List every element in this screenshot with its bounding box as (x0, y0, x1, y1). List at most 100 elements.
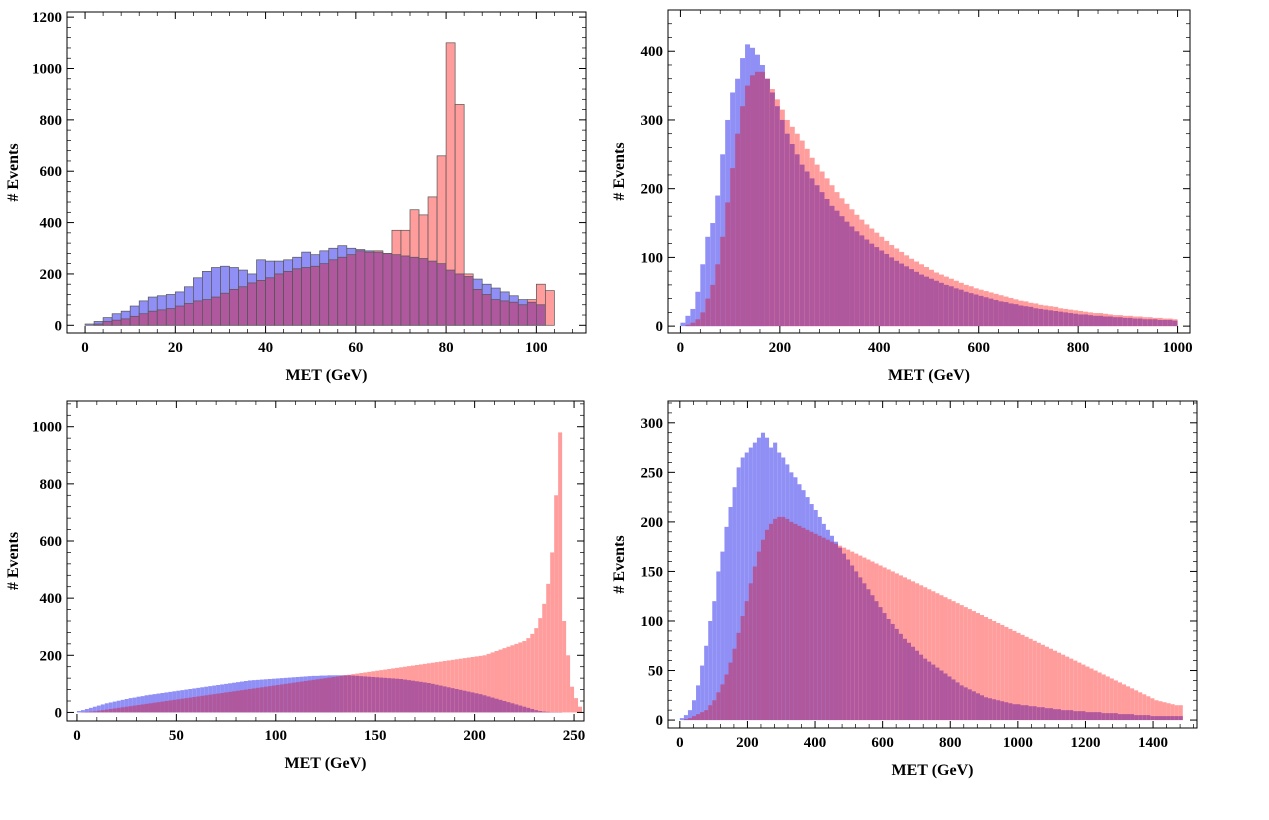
bar-overlap (725, 202, 731, 327)
bar-overlap (1023, 306, 1029, 327)
bar-red (959, 605, 964, 721)
bar-overlap (1020, 705, 1025, 721)
bar-red (1126, 686, 1131, 721)
bar-overlap (1103, 316, 1108, 327)
bar-overlap (687, 718, 692, 721)
bar-overlap (1126, 714, 1131, 721)
bar-red (498, 649, 503, 713)
bar-overlap (310, 265, 321, 326)
bar-red (927, 589, 932, 721)
bar-overlap (120, 318, 131, 326)
bar-red (935, 593, 940, 721)
bar-red (542, 603, 547, 713)
bar-overlap (784, 133, 790, 327)
bar-overlap (842, 553, 847, 721)
bars (76, 432, 583, 713)
bar-overlap (1033, 308, 1039, 327)
bar-red (1109, 678, 1114, 721)
bar-overlap (510, 703, 515, 713)
bar-overlap (1069, 710, 1074, 721)
bar-overlap (204, 695, 209, 713)
bar-red (971, 611, 976, 721)
bar-overlap (1167, 319, 1173, 327)
bar-overlap (172, 699, 177, 713)
y-tick-label: 0 (656, 713, 664, 729)
bar-overlap (700, 712, 705, 721)
bar-red (550, 552, 555, 713)
bar-red (1138, 692, 1143, 721)
x-tick-label: 100 (265, 728, 288, 744)
y-tick-label: 0 (55, 318, 63, 334)
bar-overlap (967, 689, 972, 721)
bar-overlap (373, 251, 384, 326)
bar-overlap (450, 688, 455, 713)
bar-overlap (148, 703, 153, 713)
x-tick-label: 250 (563, 728, 586, 744)
bar-red (923, 587, 928, 721)
bar-overlap (363, 676, 368, 713)
bar-blue (84, 709, 89, 713)
bar-overlap (884, 253, 890, 327)
bar-overlap (919, 274, 925, 327)
bar-overlap (426, 683, 431, 713)
bar-overlap (1105, 713, 1110, 721)
bar-overlap (346, 254, 357, 326)
bar-overlap (256, 280, 266, 326)
bar-overlap (769, 92, 775, 327)
y-tick-label: 600 (40, 164, 63, 180)
bar-red (979, 615, 985, 721)
bar-overlap (1038, 308, 1044, 327)
bar-overlap (889, 257, 895, 327)
bar-overlap (710, 284, 716, 327)
bar-overlap (685, 324, 691, 327)
y-tick-label: 200 (641, 182, 664, 198)
bar-overlap (829, 205, 835, 327)
bar-overlap (720, 236, 726, 327)
bar-overlap (275, 685, 280, 713)
bar-overlap (1142, 715, 1147, 721)
bar-overlap (1162, 716, 1167, 721)
bar-red (474, 656, 479, 713)
bar-red (566, 655, 571, 713)
bar-red (1170, 704, 1175, 721)
histogram-top-right: 0 200 400 600 800 1000 0 100 200 300 400 MET (GeV) #… (611, 9, 1193, 384)
bar-overlap (858, 577, 863, 721)
bar-red (1048, 648, 1054, 721)
bar-overlap (804, 171, 810, 327)
bar-overlap (1053, 709, 1058, 721)
bar-overlap (232, 691, 237, 713)
bar-red (450, 659, 455, 713)
bar-overlap (943, 284, 949, 327)
y-tick-label: 200 (641, 515, 664, 531)
bar-red (1036, 642, 1041, 721)
bar-blue (108, 702, 113, 713)
bar-overlap (819, 192, 825, 327)
bar-overlap (988, 698, 993, 721)
histogram-bottom-right: 0 200 400 600 800 1000 1200 1400 0 50 100 150 200 250… (611, 400, 1198, 779)
bar-blue (715, 195, 721, 327)
bar-overlap (817, 535, 822, 721)
bar-overlap (1166, 716, 1171, 721)
bar-overlap (1093, 712, 1098, 721)
bar-overlap (536, 304, 546, 326)
bar-red (1089, 668, 1094, 721)
bar-overlap (331, 677, 336, 713)
bar-overlap (279, 684, 284, 713)
bar-overlap (938, 282, 944, 327)
bar-blue (696, 685, 701, 721)
bar-overlap (422, 682, 427, 713)
bar-overlap (923, 658, 928, 721)
plot-frame (667, 9, 1191, 334)
bar-overlap (894, 628, 899, 721)
bar-overlap (359, 676, 364, 713)
bar-overlap (1150, 716, 1155, 721)
bar-overlap (879, 250, 885, 327)
bar-overlap (1016, 704, 1021, 721)
bar-overlap (975, 693, 980, 721)
x-tick-label: 20 (168, 340, 183, 356)
bar-overlap (518, 705, 523, 713)
bar-overlap (193, 300, 203, 326)
bar-overlap (859, 235, 865, 327)
bar-overlap (1040, 707, 1045, 721)
bar-red (446, 660, 451, 713)
